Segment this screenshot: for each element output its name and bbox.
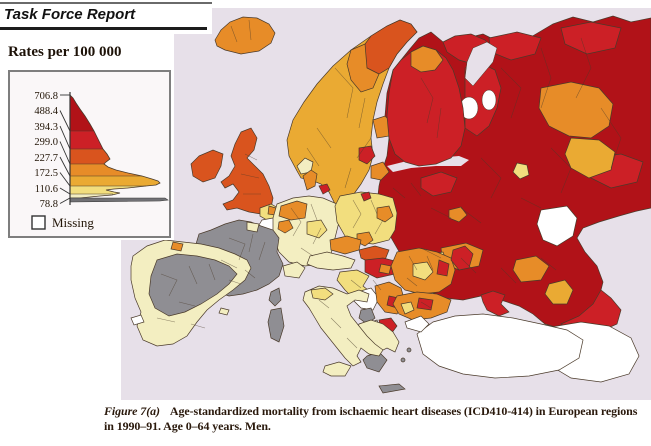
region-asturias-orange <box>170 241 184 252</box>
region-corsica <box>268 287 282 307</box>
missing-label: Missing <box>52 215 94 230</box>
region-norway-north-2 <box>346 43 380 93</box>
band-dark-red <box>70 95 160 131</box>
missing-swatch <box>31 215 46 230</box>
white-sea <box>464 41 498 87</box>
region-moldova <box>450 245 474 271</box>
figure-label: Figure 7(a) <box>104 404 160 418</box>
region-sweden-red-1 <box>358 145 376 165</box>
region-russia-white-volga <box>536 205 578 247</box>
region-italy <box>302 285 384 367</box>
europe-map <box>121 8 651 400</box>
lake-onega <box>481 89 497 111</box>
region-poland <box>334 191 398 245</box>
header-top-rule <box>0 2 212 4</box>
region-russia-red-2 <box>560 21 622 55</box>
violin-outline <box>69 94 161 199</box>
region-hungary-orange <box>378 263 392 275</box>
subregion-borders-north <box>306 67 442 189</box>
region-romania-red <box>436 259 450 277</box>
report-title: Task Force Report <box>4 6 136 23</box>
region-sweden-orange-2 <box>370 161 390 181</box>
region-caucasus-amber <box>544 279 574 305</box>
band-red <box>70 131 160 149</box>
region-crimea <box>480 290 510 317</box>
region-spain-center <box>148 253 238 317</box>
tick-7: 78.8 <box>40 199 58 210</box>
legend-box: 706.8 488.4 394.3 299.0 227.7 172.5 110.… <box>8 70 171 238</box>
tick-0: 706.8 <box>34 91 58 102</box>
region-ukraine-orange-2 <box>512 255 550 283</box>
region-switzerland <box>282 261 306 279</box>
region-bulgaria-red <box>416 297 434 311</box>
region-russia-ne-orange <box>538 81 614 139</box>
region-poland-orange-2 <box>376 205 394 223</box>
region-denmark-jutland <box>302 169 318 191</box>
figure-caption: Figure 7(a) Age-standardized mortality fr… <box>104 404 644 433</box>
tick-1: 488.4 <box>34 106 58 117</box>
tick-3: 299.0 <box>34 137 58 148</box>
legend-tick-labels: 706.8 488.4 394.3 299.0 227.7 172.5 110.… <box>34 91 58 210</box>
region-germany-ruhr <box>277 219 294 234</box>
subregion-borders-central <box>230 19 434 349</box>
region-aegean-1 <box>400 357 406 363</box>
region-aegean-2 <box>406 347 412 353</box>
region-iceland <box>214 16 276 55</box>
header-bottom-rule <box>0 27 207 30</box>
region-turkey <box>416 313 584 379</box>
region-belarus-orange <box>448 206 468 223</box>
subregion-borders-west <box>156 153 266 329</box>
legend-leader-lines <box>59 94 71 204</box>
tick-4: 227.7 <box>34 153 58 164</box>
figure-caption-text: Age-standardized mortality from ischaemi… <box>104 404 638 433</box>
region-austria <box>306 251 356 271</box>
region-crete <box>378 383 406 394</box>
region-sardinia <box>267 307 285 343</box>
band-orange <box>70 164 160 176</box>
region-russia-ne-amber <box>564 137 616 179</box>
tick-2: 394.3 <box>34 122 58 133</box>
tick-6: 110.6 <box>35 184 58 195</box>
band-grey-strip <box>69 197 169 203</box>
legend-density-bands <box>70 95 160 198</box>
region-thrace <box>404 315 430 333</box>
region-uk <box>220 127 274 215</box>
region-poland-red-dot <box>360 191 372 202</box>
region-italy-north <box>310 287 334 301</box>
region-balearics <box>218 307 230 316</box>
region-normandy <box>246 221 260 233</box>
report-header: Task Force Report <box>0 0 212 34</box>
region-russia-red-4 <box>420 171 458 197</box>
band-amber <box>70 176 160 186</box>
region-finland-lapland <box>410 45 444 73</box>
region-bulgaria-yellow <box>400 301 415 315</box>
region-sicily <box>322 361 352 377</box>
region-norway-sw-pale <box>296 157 314 175</box>
band-orange-red <box>70 149 160 164</box>
subregion-borders-east <box>392 37 622 284</box>
band-boundary-lines <box>70 130 146 195</box>
region-moscow-city <box>512 162 530 180</box>
legend-title: Rates per 100 000 <box>8 44 122 60</box>
region-germany-mid <box>306 219 328 239</box>
region-denmark-islands <box>318 183 331 195</box>
region-romania-yellow <box>412 261 434 281</box>
tick-5: 172.5 <box>34 168 58 179</box>
region-ireland <box>190 149 224 183</box>
region-lisbon <box>130 314 145 326</box>
